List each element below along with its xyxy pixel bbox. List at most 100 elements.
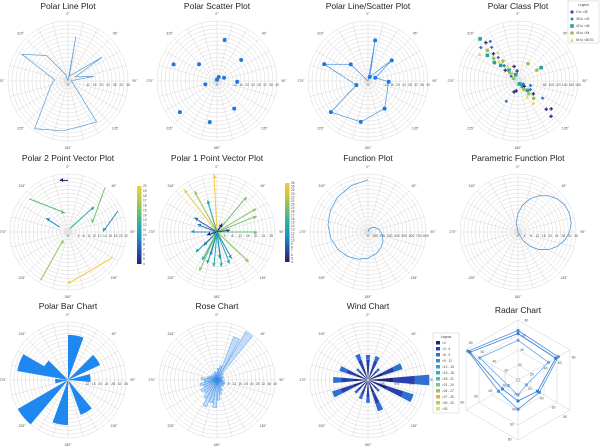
- angle-label: 180°: [213, 295, 221, 299]
- polar-bar: [68, 380, 92, 415]
- grid-spoke: [26, 231, 69, 274]
- vector-arrow: [216, 231, 233, 259]
- legend-entry: >3 - 6: [442, 347, 450, 351]
- radial-tick-label: 32: [414, 83, 418, 87]
- grid-spoke: [67, 65, 127, 82]
- colorbar-tick-label: 25: [291, 185, 295, 189]
- grid-spoke: [187, 329, 218, 381]
- grid-spoke: [367, 80, 411, 124]
- grid-spoke: [67, 80, 121, 112]
- chart-title: Function Plot: [343, 153, 393, 163]
- class-marker-circle: [491, 56, 496, 61]
- grid-spoke: [311, 216, 369, 233]
- vector-arrow-head: [206, 232, 211, 236]
- class-marker-circle: [534, 68, 539, 72]
- grid-spoke: [476, 231, 519, 274]
- angle-label: 0°: [366, 165, 370, 169]
- grid-spoke: [517, 38, 561, 82]
- angle-label: 135°: [560, 276, 568, 280]
- vector-arrow: [216, 208, 257, 233]
- radial-tick-label: 36: [420, 83, 424, 87]
- angle-label: 135°: [112, 126, 120, 130]
- wind-segment: [375, 402, 384, 412]
- radar-ring-label: 60: [558, 361, 562, 365]
- angle-label: 0°: [516, 165, 520, 169]
- data-point: [354, 83, 359, 88]
- grid-spoke: [461, 216, 519, 233]
- radar-ring-label: 40: [492, 359, 496, 363]
- grid-spoke: [26, 190, 69, 233]
- class-marker-triangle: [525, 95, 529, 99]
- data-point: [389, 58, 394, 63]
- grid-spoke: [517, 50, 571, 82]
- wind-segment: [341, 377, 354, 383]
- radial-tick-label: 28: [408, 83, 412, 87]
- radial-tick-label: 20: [244, 382, 248, 386]
- vector-arrow-head: [195, 248, 200, 253]
- angle-label: 315°: [19, 332, 27, 336]
- grid-spoke: [216, 231, 268, 262]
- radial-tick-label: 32: [118, 382, 122, 386]
- grid-spoke: [216, 80, 270, 112]
- angle-label: 315°: [319, 332, 327, 336]
- colorbar-tick-label: 4: [143, 262, 145, 266]
- radial-tick-label: 24: [251, 83, 255, 87]
- wind-segment: [355, 353, 362, 362]
- grid-spoke: [15, 80, 69, 112]
- chart-title: Polar Class Plot: [488, 1, 549, 11]
- angle-label: 270°: [0, 79, 5, 83]
- radial-tick-label: 20: [119, 234, 123, 238]
- radar-axis: [517, 349, 571, 381]
- vector-arrow-head: [59, 178, 64, 182]
- vector-arrow: [207, 231, 218, 236]
- vector-arrow: [40, 239, 64, 281]
- angle-label: 135°: [261, 126, 269, 130]
- data-point: [373, 75, 378, 80]
- chart-radar-chart: Radar Chart 20 20 20 20 20 20 40 40 40 40 40 40 60 60 6…: [460, 305, 575, 441]
- grid-spoke: [9, 80, 69, 97]
- grid-spoke: [164, 80, 218, 112]
- radial-tick-label: 24: [402, 83, 406, 87]
- class-marker-circle: [531, 96, 536, 101]
- wind-segment: [368, 374, 374, 380]
- legend-entry: 35 to <42: [576, 17, 590, 21]
- data-point: [358, 119, 363, 124]
- grid-spoke: [11, 216, 69, 233]
- grid-spoke: [367, 38, 411, 82]
- grid-spoke: [216, 379, 274, 396]
- grid-spoke: [367, 379, 425, 396]
- grid-spoke: [309, 80, 369, 97]
- grid-spoke: [216, 216, 274, 233]
- angle-label: 135°: [110, 424, 118, 428]
- grid-spoke: [174, 80, 218, 124]
- radar-point: [554, 356, 558, 360]
- grid-spoke: [367, 364, 425, 381]
- vector-arrow-head: [243, 196, 247, 201]
- grid-spoke: [37, 80, 69, 134]
- radial-tick-label: 24: [262, 234, 266, 238]
- grid-spoke: [311, 364, 369, 381]
- vector-arrow-head: [244, 258, 249, 263]
- colorbar-tick-label: 8: [291, 246, 293, 250]
- grid-spoke: [476, 190, 519, 233]
- function-curve: [515, 195, 572, 250]
- wind-segment: [339, 366, 348, 374]
- angle-label: 270°: [449, 230, 457, 234]
- data-point: [177, 110, 182, 115]
- radial-tick-label: 6: [83, 234, 85, 238]
- grid-spoke: [216, 379, 259, 422]
- radar-point: [556, 355, 560, 359]
- radial-tick-label: 20: [99, 83, 103, 87]
- angle-label: 90°: [279, 378, 285, 382]
- class-marker-diamond: [521, 82, 525, 86]
- angle-label: 180°: [64, 146, 72, 150]
- vector-arrow-head: [252, 215, 257, 220]
- chart-rose-chart: Rose Chart0°45°90°135°180°225°270°315°04…: [148, 301, 285, 446]
- grid-spoke: [166, 350, 218, 381]
- chart-title: Polar Line Plot: [40, 1, 96, 11]
- class-marker-triangle: [497, 59, 501, 64]
- wind-segment: [356, 374, 368, 380]
- grid-spoke: [352, 379, 369, 437]
- wind-segment: [362, 368, 368, 380]
